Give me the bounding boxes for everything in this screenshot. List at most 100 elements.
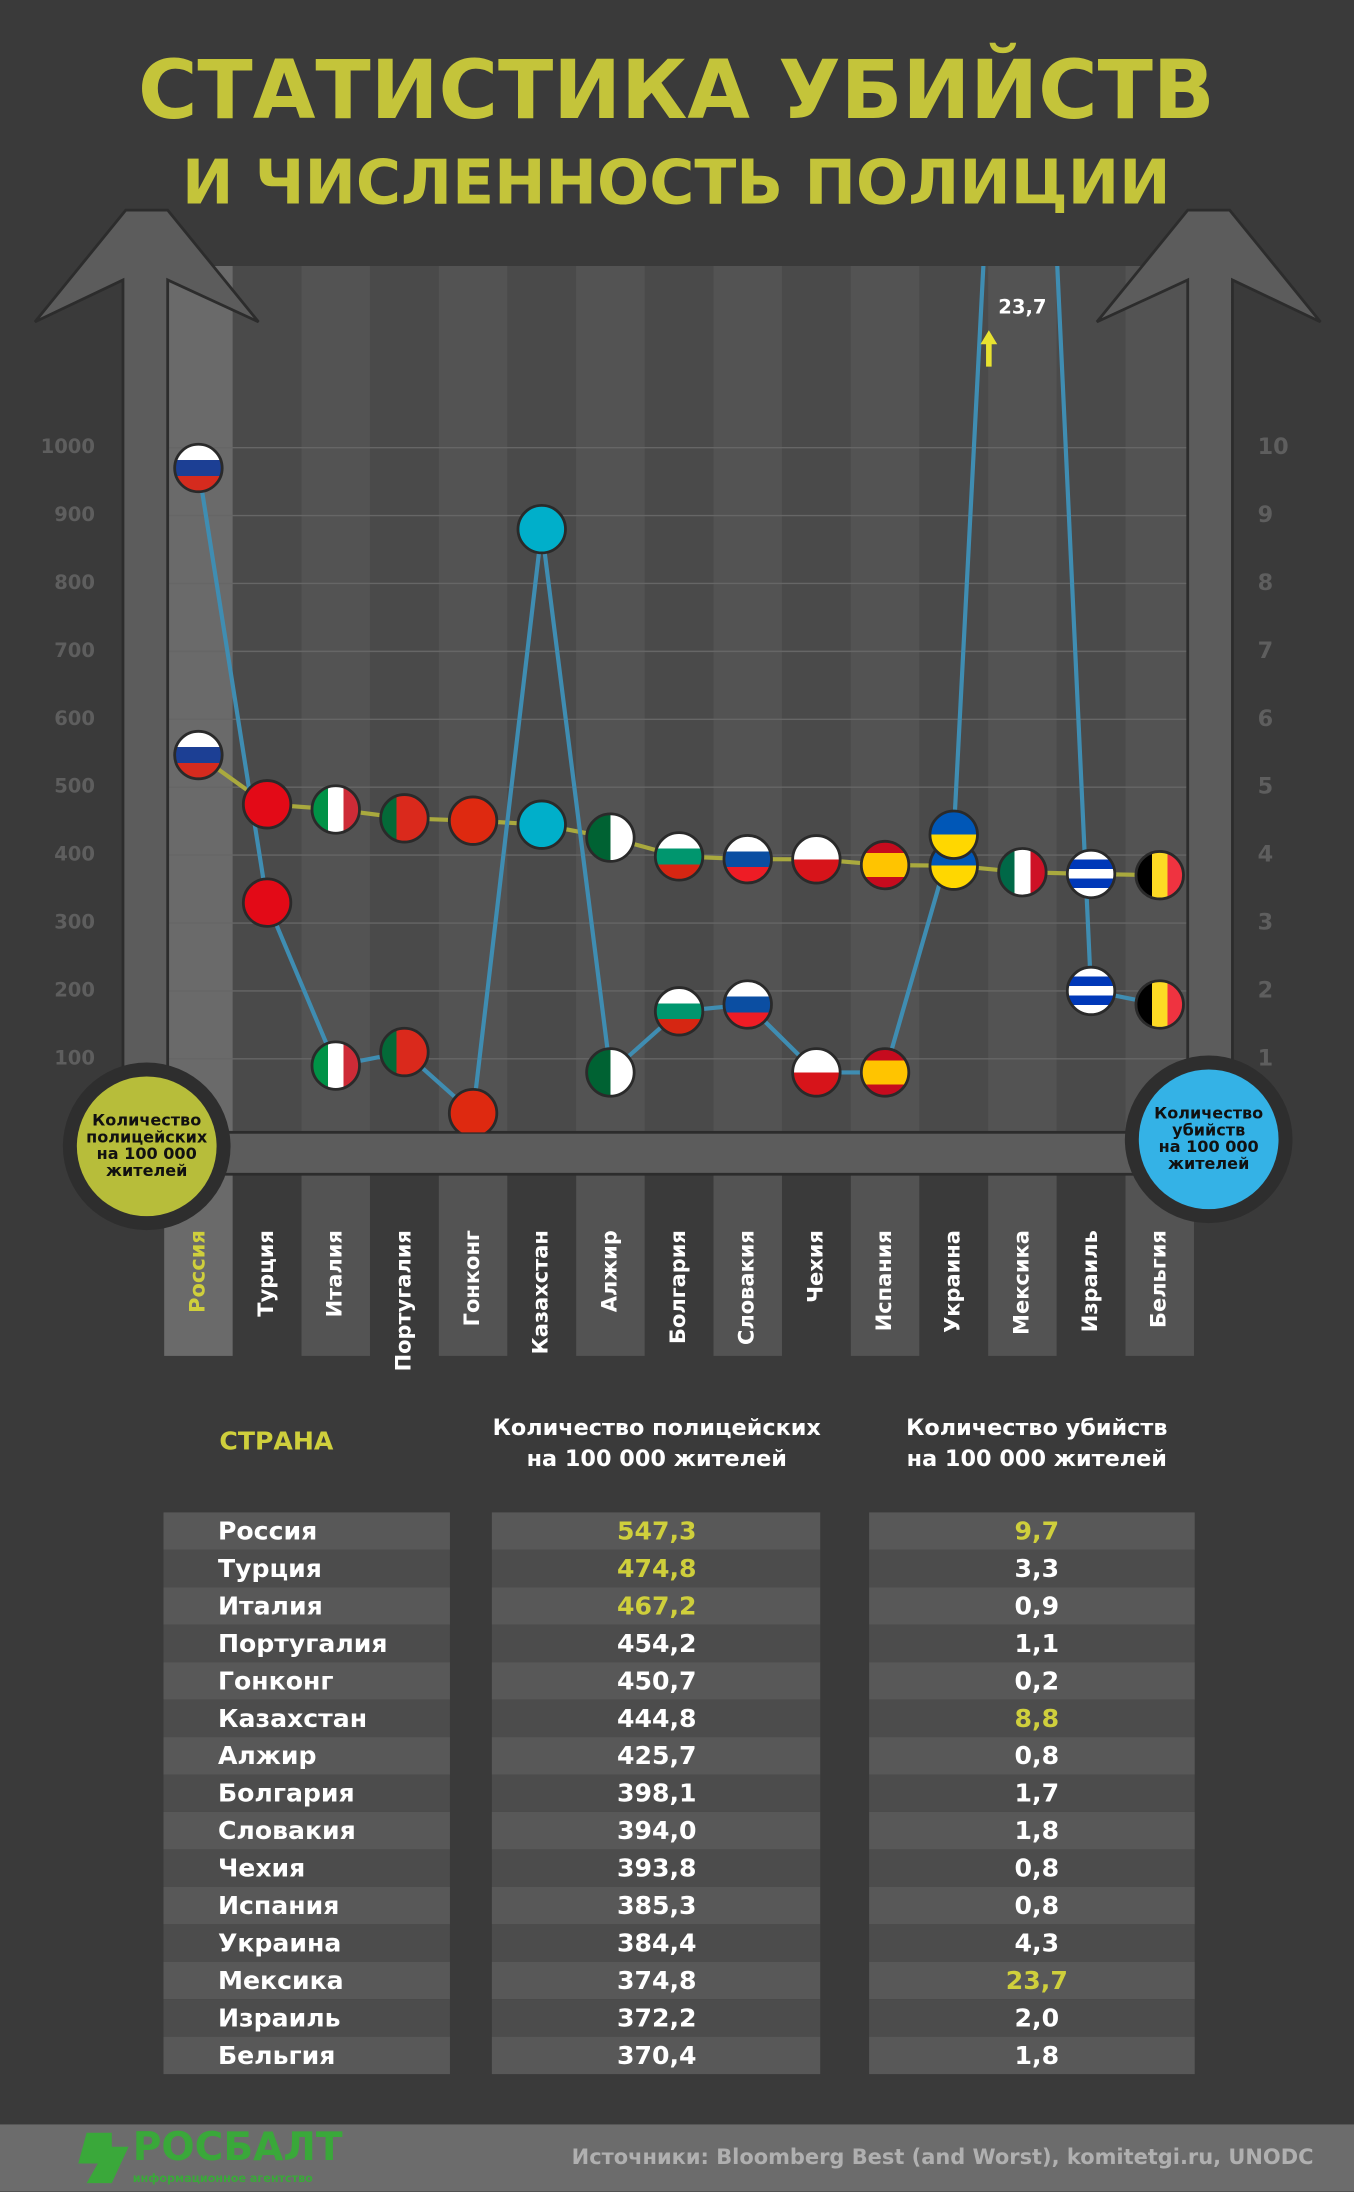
x-tick-label: Болгария — [666, 1230, 690, 1344]
flag-marker — [653, 986, 705, 1037]
table-row-bg — [869, 2036, 1195, 2075]
y-tick-label: 200 — [54, 978, 95, 1001]
table-cell: 0,8 — [1015, 1891, 1060, 1920]
table-row-bg — [491, 1811, 821, 1850]
x-tick-label: Алжир — [597, 1230, 621, 1312]
table-cell: Гонконг — [218, 1666, 334, 1695]
table-row-bg — [163, 1961, 450, 2000]
axis-label: убийств — [1172, 1120, 1245, 1139]
flag-marker — [585, 812, 636, 863]
y-tick-label: 600 — [54, 707, 95, 730]
table-row-bg — [163, 1924, 450, 1962]
table-row-bg — [163, 1587, 450, 1625]
overlay: 23,7 — [980, 295, 1047, 367]
flag-marker — [173, 729, 224, 781]
table-row-bg — [491, 1699, 821, 1738]
table-cell: Бельгия — [218, 2041, 335, 2070]
table-cell: 547,3 — [617, 1517, 697, 1546]
column-band — [850, 265, 920, 1356]
table-row-bg — [491, 1774, 821, 1812]
table-cell: 4,3 — [1015, 1928, 1060, 1957]
x-tick-label: Израиль — [1078, 1230, 1102, 1332]
x-tick-label: Чехия — [803, 1230, 827, 1303]
x-tick-label: Мексика — [1009, 1230, 1033, 1335]
table-row-bg — [491, 1587, 821, 1625]
table-cell: 384,4 — [617, 1928, 697, 1957]
y-tick-label: 300 — [54, 911, 95, 934]
table-cell: 370,4 — [617, 2041, 697, 2070]
x-tick-label: Казахстан — [529, 1230, 553, 1354]
table-cell: 3,3 — [1015, 1554, 1060, 1583]
table-header: Количество убийств — [906, 1415, 1167, 1441]
table-row-bg — [869, 1924, 1195, 1962]
y-tick-label: 800 — [54, 571, 95, 594]
table-cell: 385,3 — [617, 1891, 697, 1920]
y2-tick-label: 10 — [1258, 434, 1289, 460]
table-row-bg — [491, 1849, 821, 1887]
overflow-arrow — [980, 330, 998, 367]
title-line-1: СТАТИСТИКА УБИЙСТВ — [138, 42, 1215, 138]
flag-marker — [1065, 848, 1117, 900]
table-header: на 100 000 жителей — [527, 1446, 787, 1472]
table-cell: Италия — [218, 1591, 323, 1620]
table-cell: 0,8 — [1015, 1741, 1060, 1770]
table-row-bg — [491, 1924, 821, 1962]
table-row-bg — [163, 1699, 450, 1738]
axis-label: на 100 000 — [1159, 1137, 1259, 1156]
table-row-bg — [869, 1774, 1195, 1812]
y2-axis-badge — [1138, 1069, 1279, 1210]
table-row-bg — [869, 1512, 1195, 1550]
logo: РОСБАЛТ — [133, 2125, 343, 2170]
flag-marker — [997, 847, 1048, 898]
y2-tick-label: 9 — [1258, 502, 1274, 528]
table-row-bg — [491, 1624, 821, 1663]
y2-tick-label: 1 — [1258, 1045, 1274, 1071]
table-row-bg — [491, 1549, 821, 1588]
flag-marker — [653, 831, 705, 882]
flag-marker — [379, 793, 430, 844]
table-cell: Чехия — [218, 1854, 305, 1883]
x-tick-label: Россия — [185, 1230, 209, 1313]
table-cell: Португалия — [218, 1629, 388, 1658]
x-tick-label: Украина — [941, 1230, 965, 1333]
flag-marker — [310, 784, 361, 835]
table-row-bg — [869, 1662, 1195, 1700]
table-row-bg — [163, 2036, 450, 2075]
flag-marker — [173, 442, 224, 494]
table-cell: 2,0 — [1015, 2003, 1060, 2032]
y-tick-label: 1000 — [41, 435, 95, 458]
table-cell: 23,7 — [1006, 1966, 1068, 1995]
table-header: на 100 000 жителей — [907, 1446, 1167, 1472]
table-row-bg — [491, 1662, 821, 1700]
table-row-bg — [869, 1849, 1195, 1887]
left-arrow-frame — [33, 208, 260, 1149]
table-cell: 0,9 — [1015, 1591, 1060, 1620]
table-cell: 454,2 — [617, 1629, 697, 1658]
table-cell: Испания — [218, 1891, 339, 1920]
flag-marker — [585, 1047, 636, 1098]
table-cell: Турция — [218, 1554, 322, 1583]
table-cell: Мексика — [218, 1966, 344, 1995]
flag-marker — [859, 1047, 911, 1098]
x-tick-label: Турция — [254, 1230, 278, 1317]
table-cell: 8,8 — [1015, 1704, 1060, 1733]
flag-marker — [928, 809, 979, 860]
table-row-bg — [491, 1512, 821, 1550]
axis-label: на 100 000 — [97, 1144, 197, 1163]
y-tick-label: 100 — [54, 1046, 95, 1069]
y-axis-badge — [76, 1076, 217, 1217]
table-cell: 393,8 — [617, 1854, 697, 1883]
table-cell: 0,8 — [1015, 1854, 1060, 1883]
table-cell: 1,7 — [1015, 1779, 1060, 1808]
table-row-bg — [163, 1624, 450, 1663]
flag-marker — [241, 877, 293, 928]
table-row-bg — [869, 1999, 1195, 2037]
flag-marker — [1065, 965, 1117, 1017]
table-cell: Алжир — [218, 1741, 317, 1770]
y-tick-label: 400 — [54, 843, 95, 866]
table-cell: 394,0 — [617, 1816, 697, 1845]
axis-label: жителей — [1168, 1154, 1249, 1173]
table-cell: 467,2 — [617, 1591, 697, 1620]
